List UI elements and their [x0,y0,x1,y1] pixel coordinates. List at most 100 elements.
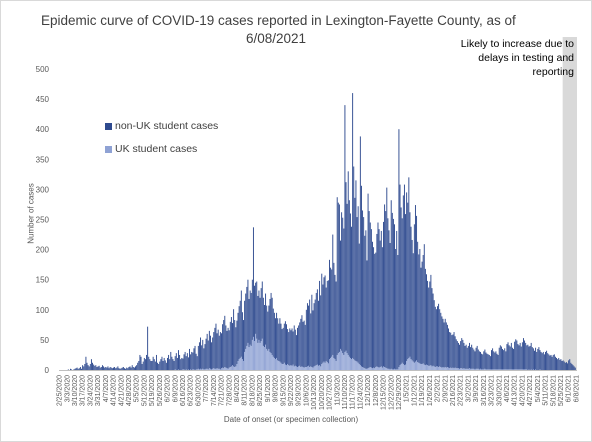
bar-uk [362,366,364,370]
bar-non-uk [427,280,429,366]
bar-non-uk [556,357,557,370]
bar-non-uk [337,202,339,354]
x-tick-label: 9/15/2020 [280,375,287,406]
bar-uk [377,366,379,370]
bar-non-uk [485,352,487,370]
bar-non-uk [510,342,512,370]
bar-non-uk [333,262,335,358]
bar-uk [372,368,373,370]
x-tick-label: 3/30/2021 [496,375,503,406]
bar-non-uk [281,329,283,364]
bar-uk [444,366,446,370]
bar-non-uk [540,351,542,370]
bar-non-uk [406,192,408,361]
bar-uk [430,365,432,370]
bar-non-uk [249,290,251,345]
bar-uk [524,369,526,370]
bar-uk [429,365,431,370]
bar-non-uk [78,368,80,370]
bar-non-uk [399,184,401,366]
bar-non-uk [190,354,192,370]
bar-non-uk [374,253,376,369]
bar-non-uk [218,335,220,369]
bar-non-uk [140,356,142,370]
bar-uk [332,354,334,370]
bar-non-uk [319,280,321,366]
bar-non-uk [137,362,139,370]
bar-non-uk [105,366,107,370]
bar-non-uk [106,367,108,370]
y-tick-label: 300 [36,185,50,194]
bar-non-uk [489,356,491,370]
bar-uk [250,345,252,370]
bar-uk [450,367,452,370]
bar-non-uk [549,355,551,370]
bar-uk [474,369,476,370]
bar-non-uk [233,309,235,367]
bar-non-uk [192,352,194,370]
bar-uk [303,367,305,370]
bar-uk [386,368,388,370]
bar-non-uk [96,366,98,370]
bar-uk [471,368,473,370]
bar-non-uk [245,293,247,349]
bar-non-uk [388,230,390,369]
bar-non-uk [511,347,513,370]
bar-non-uk [238,306,240,360]
bar-non-uk [526,345,528,370]
x-tick-label: 11/17/2020 [350,375,357,410]
bar-uk [472,368,474,370]
x-tick-label: 11/10/2020 [342,375,349,410]
bar-non-uk [407,202,409,360]
bar-non-uk [476,345,478,369]
bar-non-uk [270,292,272,354]
x-tick-label: 4/28/2020 [126,375,133,406]
bar-non-uk [464,345,466,369]
bar-uk [336,354,338,370]
bar-non-uk [67,369,69,370]
bar-non-uk [228,330,230,368]
x-tick-label: 10/20/2020 [319,375,326,410]
bar-uk [453,368,455,370]
bar-uk [249,344,251,370]
bar-uk [263,347,265,370]
bar-uk [211,369,213,370]
bar-uk [407,359,409,370]
bar-non-uk [370,229,372,368]
bar-non-uk [292,331,294,365]
bar-non-uk [505,351,507,370]
bar-non-uk [207,340,209,370]
bar-non-uk [384,204,386,367]
bar-uk [225,367,227,370]
bar-uk [368,367,370,370]
bar-uk [293,366,295,370]
bar-non-uk [443,322,445,368]
bar-non-uk [431,288,433,367]
y-tick-label: 450 [36,95,50,104]
y-tick-label: 350 [36,155,50,164]
bar-non-uk [295,335,297,367]
bar-non-uk [554,356,556,370]
bar-uk [483,369,485,370]
bar-non-uk [474,351,476,370]
bar-uk [509,369,511,370]
bar-uk [203,369,205,370]
bar-non-uk [391,212,393,370]
x-tick-label: 3/9/2021 [473,375,480,402]
bar-non-uk [334,274,336,360]
bar-non-uk [402,195,404,364]
bar-non-uk [299,322,301,366]
bar-non-uk [547,353,549,370]
bar-non-uk [403,184,405,366]
bar-non-uk [321,273,323,364]
x-tick-label: 6/23/2020 [188,375,195,406]
bar-uk [306,366,308,370]
bar-uk [493,369,495,370]
bar-uk [304,366,306,370]
bar-uk [456,368,458,370]
bar-uk [383,366,384,370]
bar-non-uk [95,365,97,370]
annotation-line-3: reporting [532,66,574,78]
bar-non-uk [125,368,127,370]
bar-non-uk [491,350,492,370]
